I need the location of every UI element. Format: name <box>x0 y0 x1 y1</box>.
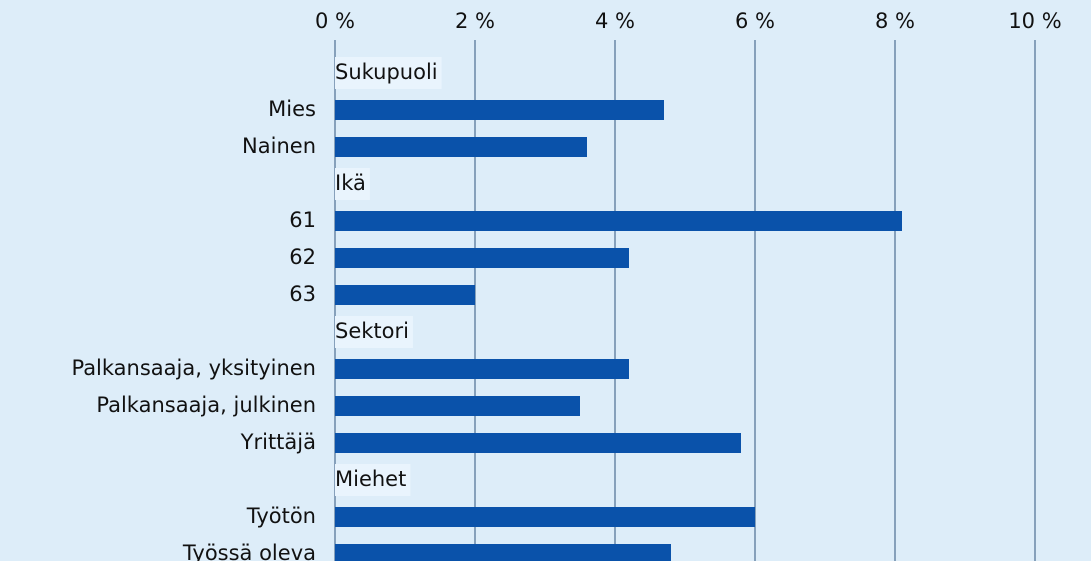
y-tick-label: 61 <box>289 208 316 232</box>
bar <box>335 285 475 305</box>
y-tick-label: Palkansaaja, yksityinen <box>71 356 316 380</box>
bar <box>335 211 902 231</box>
group-header-background <box>335 168 370 200</box>
group-header-background <box>335 464 411 496</box>
bar <box>335 544 671 561</box>
x-tick-label: 8 % <box>875 9 915 33</box>
y-tick-label: Mies <box>268 97 316 121</box>
y-tick-label: Nainen <box>242 134 316 158</box>
bar <box>335 396 580 416</box>
x-tick-label: 6 % <box>735 9 775 33</box>
group-header-background <box>335 316 413 348</box>
bar <box>335 248 629 268</box>
group-header: Ikä <box>335 171 366 195</box>
bar <box>335 137 587 157</box>
bar <box>335 359 629 379</box>
x-tick-label: 10 % <box>1008 9 1061 33</box>
bar <box>335 507 755 527</box>
group-header: Miehet <box>335 467 406 491</box>
group-header: Sektori <box>335 319 409 343</box>
group-header-background <box>335 57 442 89</box>
group-header: Sukupuoli <box>335 60 438 84</box>
y-tick-label: Yrittäjä <box>240 430 316 454</box>
bar <box>335 433 741 453</box>
y-tick-label: 63 <box>289 282 316 306</box>
y-tick-label: Työtön <box>246 504 316 528</box>
x-tick-label: 4 % <box>595 9 635 33</box>
y-tick-label: Palkansaaja, julkinen <box>96 393 316 417</box>
y-tick-label: Työssä oleva <box>182 541 316 561</box>
y-tick-label: 62 <box>289 245 316 269</box>
x-tick-label: 0 % <box>315 9 355 33</box>
x-tick-label: 2 % <box>455 9 495 33</box>
bar <box>335 100 664 120</box>
